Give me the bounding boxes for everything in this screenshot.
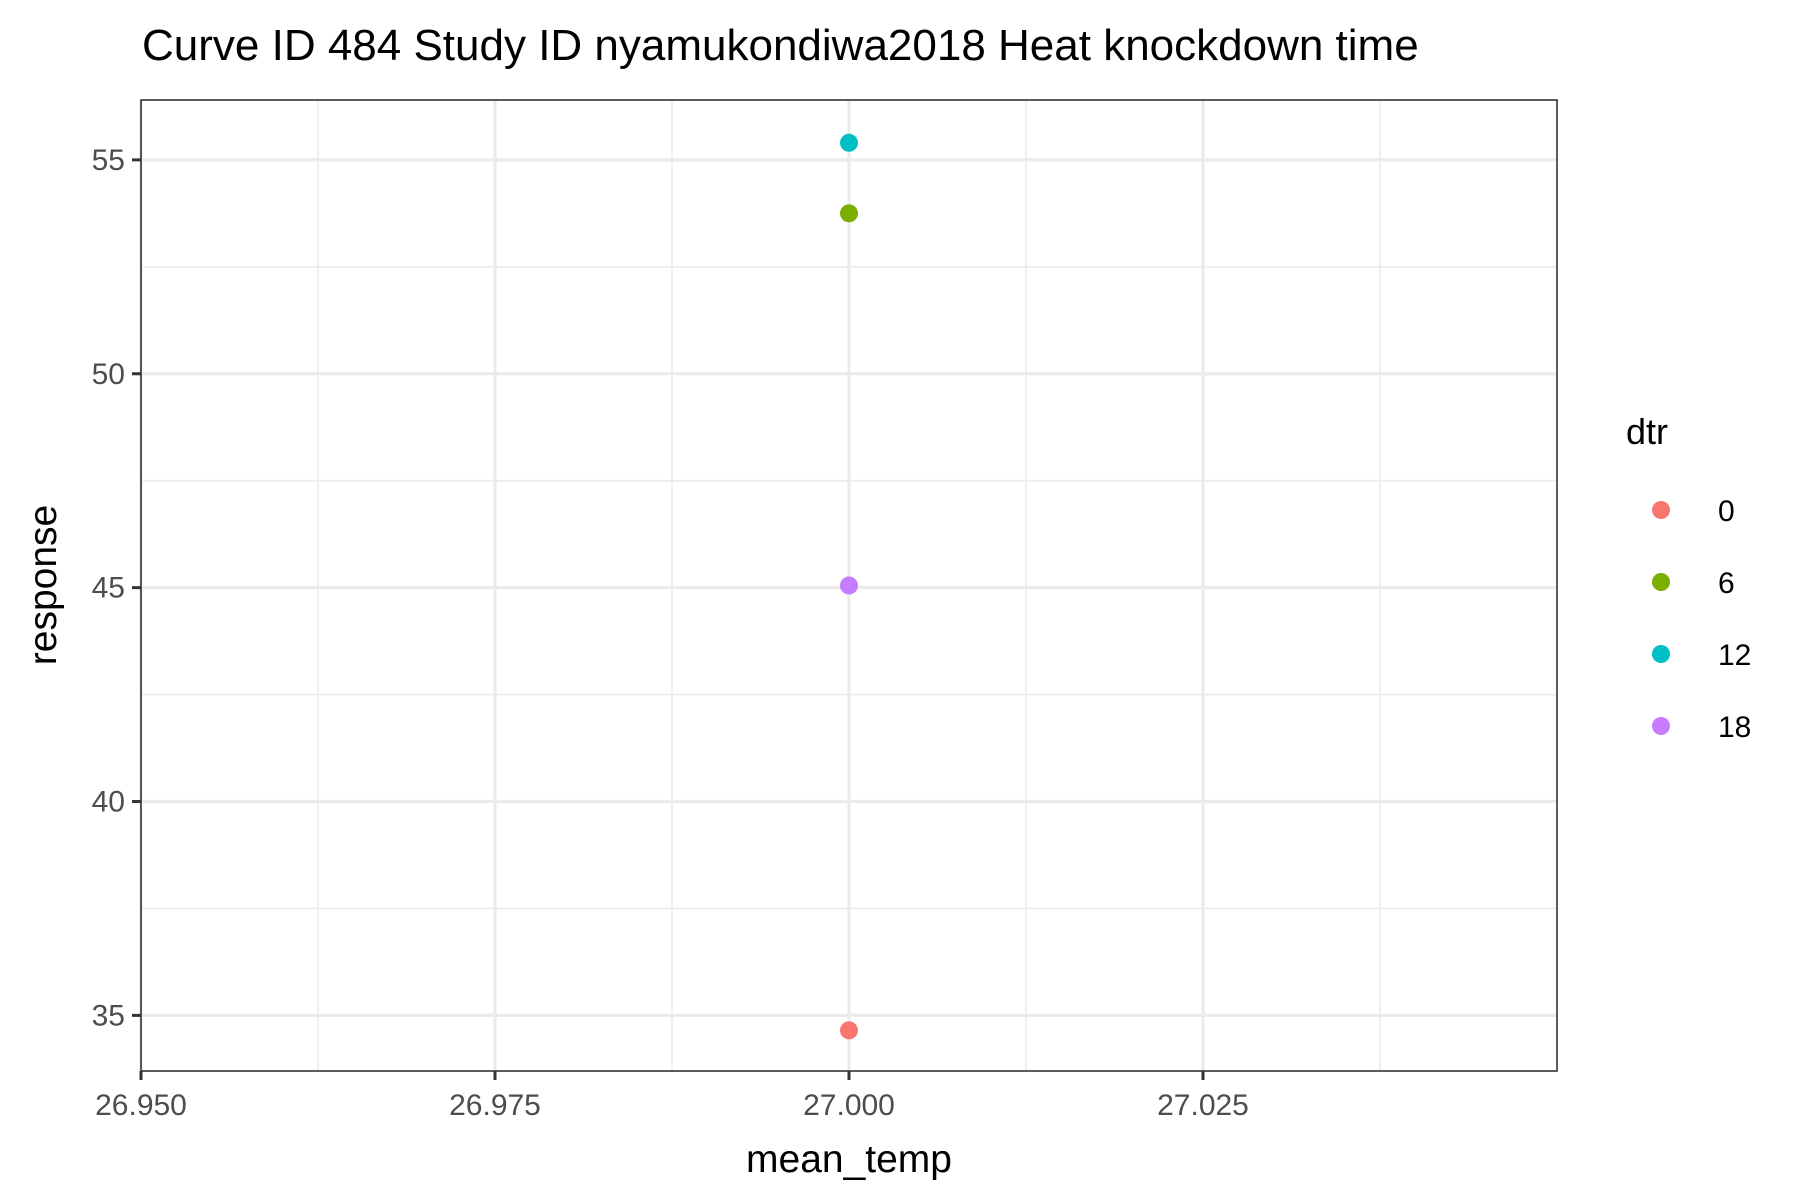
legend-label-6: 6 <box>1718 567 1735 600</box>
chart-title: Curve ID 484 Study ID nyamukondiwa2018 H… <box>142 21 1419 70</box>
grid-lines <box>139 100 1557 1071</box>
legend-label-0: 0 <box>1718 495 1735 528</box>
legend-title: dtr <box>1626 411 1668 452</box>
legend-key-0 <box>1652 501 1670 519</box>
x-axis-title: mean_temp <box>746 1138 952 1181</box>
x-tick-label: 27.000 <box>803 1089 895 1122</box>
legend-label-12: 12 <box>1718 639 1751 672</box>
y-tick-label: 45 <box>92 572 125 605</box>
data-point-dtr-6 <box>840 204 858 223</box>
y-tick-label: 55 <box>92 144 125 177</box>
y-tick-label: 50 <box>92 358 125 391</box>
x-tick-label: 26.975 <box>449 1089 541 1122</box>
legend-key-12 <box>1652 645 1670 663</box>
data-point-dtr-0 <box>840 1021 858 1040</box>
data-point-dtr-12 <box>840 133 858 152</box>
y-axis: 35 40 45 50 55 <box>92 144 141 1032</box>
y-tick-label: 40 <box>92 786 125 819</box>
x-tick-label: 26.950 <box>95 1089 187 1122</box>
data-points <box>840 133 858 1040</box>
legend-key-6 <box>1652 573 1670 591</box>
legend-label-18: 18 <box>1718 711 1751 744</box>
legend-key-18 <box>1652 717 1670 735</box>
x-tick-label: 27.025 <box>1157 1089 1249 1122</box>
y-tick-label: 35 <box>92 999 125 1032</box>
data-point-dtr-18 <box>840 576 858 595</box>
x-axis: 26.950 26.975 27.000 27.025 <box>95 1071 1249 1122</box>
y-axis-title: response <box>22 505 65 665</box>
legend: dtr 0 6 12 18 <box>1626 411 1751 744</box>
